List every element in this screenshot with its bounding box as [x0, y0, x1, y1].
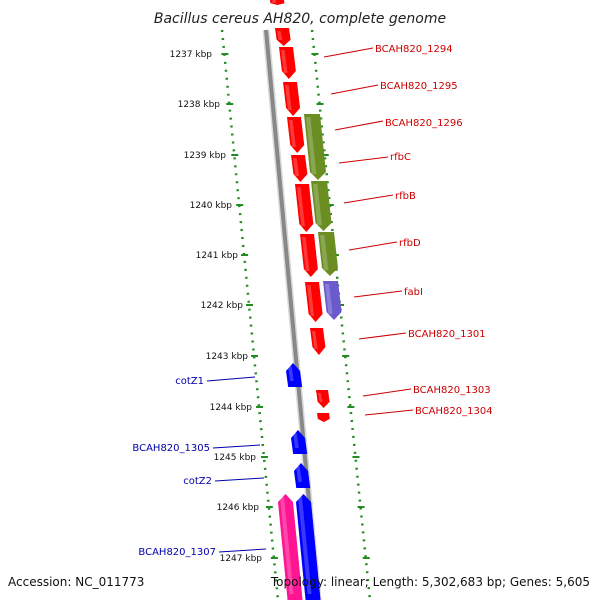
gene-arrow-shine: [293, 158, 300, 176]
gene-connector: [218, 548, 267, 553]
kbp-label: 1237 kbp: [170, 50, 213, 60]
gene-arrow-shine: [281, 50, 288, 73]
gene-arrow: [318, 232, 338, 276]
label-connectors: [206, 47, 414, 553]
kbp-label: 1240 kbp: [190, 201, 233, 211]
gene-arrow-shine: [288, 366, 294, 381]
gene-connector: [330, 84, 379, 95]
gene-connector: [362, 388, 412, 397]
gene-arrow-shine: [320, 235, 329, 270]
left-ruler: [220, 29, 280, 600]
gene-arrow-shine: [285, 85, 292, 110]
gene-arrow: [278, 494, 303, 600]
gene-arrow: [275, 28, 291, 46]
kbp-label: 1245 kbp: [214, 453, 257, 463]
gene-arrow-shine: [302, 237, 310, 271]
gene-connector: [358, 332, 407, 340]
gene-label: rfbD: [399, 238, 421, 249]
gene-label: BCAH820_1295: [380, 81, 458, 92]
kbp-label: 1242 kbp: [201, 301, 244, 311]
gene-arrow: [291, 430, 308, 454]
gene-arrow-shine: [306, 117, 317, 174]
gene-label: cotZ2: [183, 476, 212, 487]
gene-arrow: [286, 363, 303, 387]
gene-arrow-shine: [312, 331, 318, 349]
gene-arrow-shine: [293, 433, 299, 448]
gene-arrow: [316, 390, 330, 408]
gene-connector: [212, 444, 261, 449]
kbp-label: 1246 kbp: [217, 503, 260, 513]
gene-connector: [214, 477, 265, 482]
kbp-label: 1243 kbp: [206, 352, 249, 362]
gene-arrow-shine: [325, 284, 333, 314]
gene-arrow-shine: [277, 31, 283, 40]
gene-arrow: [294, 463, 311, 488]
gene-arrow: [310, 328, 326, 355]
gene-arrow: [283, 82, 301, 116]
gene-arrow-shine: [307, 285, 315, 316]
kbp-label: 1244 kbp: [210, 403, 253, 413]
gene-arrow-shine: [298, 497, 312, 594]
gene-arrow: [270, 0, 285, 5]
gene-label: BCAH820_1305: [132, 443, 210, 454]
kbp-rulers: [220, 29, 372, 600]
gene-arrow: [317, 413, 330, 422]
gene-arrow: [311, 181, 332, 231]
gene-label: BCAH820_1296: [385, 118, 463, 129]
gene-arrow-shine: [280, 497, 294, 594]
gene-arrow-shine: [318, 393, 323, 402]
gene-label: rfbC: [390, 152, 411, 163]
kbp-label: 1241 kbp: [196, 251, 239, 261]
gene-arrow: [279, 47, 296, 79]
gene-arrow: [296, 494, 321, 600]
topology-text: Topology: linear; Length: 5,302,683 bp; …: [270, 575, 590, 589]
gene-arrow-shine: [272, 0, 276, 3]
gene-label: BCAH820_1301: [408, 329, 486, 340]
gene-arrow-shine: [297, 187, 305, 226]
gene-arrow: [323, 281, 342, 320]
map-title: Bacillus cereus AH820, complete genome: [154, 11, 446, 27]
gene-arrow: [295, 184, 314, 232]
gene-connector: [353, 290, 403, 298]
gene-label: rfbB: [395, 191, 416, 202]
gene-connector: [323, 47, 374, 58]
gene-connector: [334, 120, 384, 131]
gene-arrow: [287, 117, 305, 153]
gene-arrow-shine: [289, 120, 296, 147]
gene-connector: [343, 194, 394, 204]
gene-label: BCAH820_1307: [138, 547, 216, 558]
gene-arrow: [291, 155, 308, 182]
gene-connector: [348, 241, 398, 251]
kbp-label: 1239 kbp: [184, 151, 227, 161]
gene-arrow-shine: [296, 466, 302, 482]
gene-arrow: [305, 282, 323, 322]
gene-arrow: [300, 234, 318, 277]
gene-label: BCAH820_1294: [375, 44, 453, 55]
gene-features: [270, 0, 342, 600]
kbp-label: 1247 kbp: [220, 554, 263, 564]
gene-label: cotZ1: [175, 376, 204, 387]
accession-text: Accession: NC_011773: [8, 575, 145, 589]
gene-connector: [338, 156, 389, 164]
gene-arrow: [304, 114, 326, 180]
gene-connector: [364, 409, 414, 416]
gene-label: fabI: [404, 287, 423, 298]
gene-label: BCAH820_1303: [413, 385, 491, 396]
gene-label: BCAH820_1304: [415, 406, 493, 417]
gene-connector: [206, 376, 256, 382]
kbp-label: 1238 kbp: [178, 100, 221, 110]
gene-arrow-shine: [313, 184, 322, 225]
